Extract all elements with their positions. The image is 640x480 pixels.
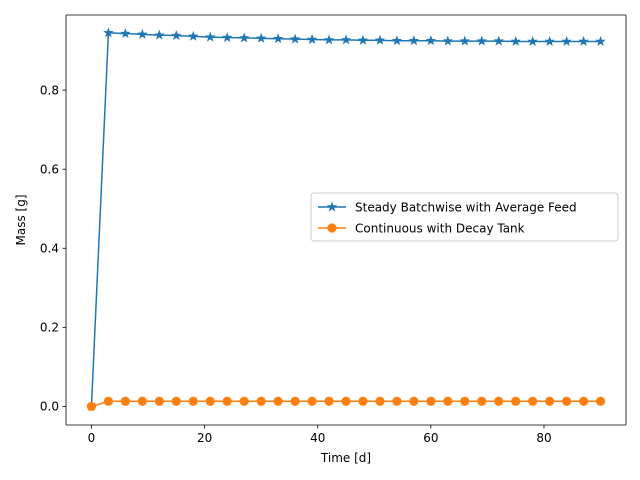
data-point — [137, 28, 148, 39]
data-point — [391, 35, 403, 46]
data-point — [103, 396, 114, 406]
data-point — [476, 35, 487, 46]
data-point — [477, 396, 487, 406]
data-point — [460, 396, 470, 406]
data-point — [510, 36, 521, 46]
legend-entry-2: Continuous with Decay Tank — [318, 221, 525, 235]
series-2 — [86, 396, 606, 412]
data-point — [561, 36, 572, 46]
data-point — [544, 36, 555, 46]
data-point — [528, 396, 538, 406]
y-tick-label: 0.4 — [40, 242, 59, 256]
data-point — [171, 30, 182, 40]
data-point — [426, 396, 436, 406]
data-point — [392, 396, 402, 406]
data-point — [307, 396, 317, 406]
data-point — [154, 396, 164, 406]
data-point — [222, 32, 233, 42]
data-point — [578, 396, 589, 406]
series-layer — [86, 27, 606, 412]
legend-label: Steady Batchwise with Average Feed — [355, 200, 577, 214]
x-tick-label: 0 — [88, 431, 96, 445]
legend-entry-1: Steady Batchwise with Average Feed — [318, 200, 577, 214]
data-point — [409, 396, 419, 406]
data-point — [494, 396, 504, 406]
data-point — [205, 396, 215, 406]
series-1 — [86, 27, 606, 411]
data-point — [290, 396, 300, 406]
data-point — [205, 31, 216, 42]
x-axis-label: Time [d] — [320, 451, 371, 465]
y-tick-label: 0.0 — [40, 400, 59, 414]
x-tick-label: 40 — [310, 431, 325, 445]
legend-marker — [327, 223, 337, 233]
data-point — [527, 36, 538, 46]
data-point — [375, 396, 385, 406]
data-point — [120, 28, 131, 39]
data-point — [188, 30, 199, 41]
data-point — [357, 34, 369, 45]
x-tick-label: 80 — [536, 431, 551, 445]
data-point — [425, 35, 437, 46]
data-point — [256, 396, 266, 406]
data-point — [272, 33, 284, 44]
data-point — [188, 396, 198, 406]
data-point — [154, 29, 165, 40]
data-point — [273, 396, 283, 406]
data-point — [222, 396, 232, 406]
data-point — [239, 396, 249, 406]
data-point — [255, 32, 267, 43]
data-point — [545, 396, 555, 406]
x-tick-label: 60 — [423, 431, 438, 445]
data-point — [595, 396, 606, 406]
legend-label: Continuous with Decay Tank — [355, 221, 525, 235]
y-axis-label: Mass [g] — [14, 194, 28, 245]
y-tick-label: 0.2 — [40, 321, 59, 335]
y-tick-label: 0.6 — [40, 162, 59, 176]
data-point — [408, 35, 420, 46]
data-point — [341, 396, 351, 406]
data-point — [324, 396, 334, 406]
data-point — [103, 27, 114, 38]
data-point — [374, 34, 386, 45]
legend-marker — [326, 201, 338, 212]
data-point — [511, 396, 521, 406]
data-point — [289, 33, 301, 44]
y-tick-label: 0.8 — [40, 83, 59, 97]
data-point — [578, 36, 589, 46]
data-point — [323, 34, 335, 45]
x-tick-label: 20 — [197, 431, 212, 445]
data-point — [120, 396, 130, 406]
data-point — [562, 396, 572, 406]
data-point — [443, 396, 453, 406]
data-point — [442, 35, 454, 46]
data-point — [340, 34, 352, 45]
legend-box — [310, 192, 619, 242]
data-point — [493, 35, 504, 46]
data-point — [358, 396, 368, 406]
axes: 0 20 40 60 80 0.0 0.2 0.4 0.6 0.8 Time [d] Mass [g] — [14, 14, 627, 465]
legend: Steady Batchwise with Average Feed Contin… — [310, 192, 619, 242]
data-point — [459, 35, 470, 46]
data-point — [137, 396, 147, 406]
data-point — [595, 36, 606, 46]
data-point — [171, 396, 181, 406]
data-point — [306, 34, 318, 44]
data-point — [86, 401, 97, 412]
data-point — [238, 32, 250, 43]
